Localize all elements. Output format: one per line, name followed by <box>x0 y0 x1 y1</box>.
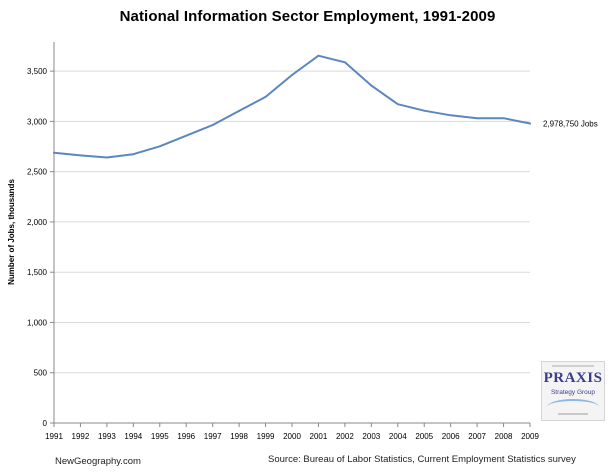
x-tick-label: 2002 <box>336 432 354 441</box>
x-tick-label: 2000 <box>283 432 301 441</box>
x-tick-label: 2003 <box>362 432 380 441</box>
x-tick-label: 1991 <box>45 432 63 441</box>
data-point <box>449 114 452 117</box>
chart-title: National Information Sector Employment, … <box>119 8 496 25</box>
x-tick-label: 2009 <box>521 432 539 441</box>
data-point <box>529 122 531 125</box>
data-point <box>396 103 399 106</box>
logo-bar <box>552 365 594 367</box>
y-tick-label: 2,500 <box>27 168 48 177</box>
data-point <box>79 154 82 157</box>
x-tick-label: 1994 <box>124 432 142 441</box>
data-point <box>105 156 108 159</box>
data-point <box>185 134 188 137</box>
logo-swoosh-icon <box>547 399 599 415</box>
data-point <box>502 117 505 120</box>
x-tick-label: 1995 <box>151 432 169 441</box>
data-point <box>158 145 161 148</box>
data-point <box>238 110 241 112</box>
x-tick-label: 1998 <box>230 432 248 441</box>
end-value-label: 2,978,750 Jobs <box>543 120 598 129</box>
y-tick-label: 3,000 <box>27 117 48 126</box>
x-tick-label: 2008 <box>495 432 513 441</box>
x-tick-label: 2006 <box>442 432 460 441</box>
x-tick-label: 1992 <box>72 432 90 441</box>
data-point <box>264 95 267 98</box>
source-note: Source: Bureau of Labor Statistics, Curr… <box>268 454 576 465</box>
logo-name: PRAXIS <box>543 370 603 386</box>
logo-underline <box>558 413 588 415</box>
site-credit: NewGeography.com <box>55 456 141 467</box>
y-tick-label: 500 <box>34 369 48 378</box>
y-tick-label: 3,500 <box>27 67 48 76</box>
x-tick-label: 1993 <box>98 432 116 441</box>
data-point <box>343 61 346 64</box>
x-tick-label: 2001 <box>310 432 328 441</box>
y-tick-label: 0 <box>43 419 48 428</box>
data-point <box>317 54 320 57</box>
y-tick-label: 1,500 <box>27 268 48 277</box>
y-tick-label: 1,000 <box>27 318 48 327</box>
data-point <box>53 151 55 154</box>
x-tick-label: 2005 <box>415 432 433 441</box>
data-point <box>211 124 214 126</box>
logo-subtitle: Strategy Group <box>550 389 596 396</box>
x-tick-label: 1999 <box>257 432 275 441</box>
data-point <box>132 153 135 156</box>
data-point <box>476 117 479 120</box>
y-tick-label: 2,000 <box>27 218 48 227</box>
data-point <box>370 84 373 87</box>
data-point <box>423 109 426 112</box>
x-tick-label: 1997 <box>204 432 222 441</box>
y-axis-label: Number of Jobs, thousands <box>7 179 16 285</box>
x-tick-label: 1996 <box>177 432 195 441</box>
praxis-logo: PRAXIS Strategy Group <box>541 361 605 421</box>
data-point <box>291 74 293 76</box>
x-tick-label: 2004 <box>389 432 407 441</box>
x-tick-label: 2007 <box>468 432 486 441</box>
